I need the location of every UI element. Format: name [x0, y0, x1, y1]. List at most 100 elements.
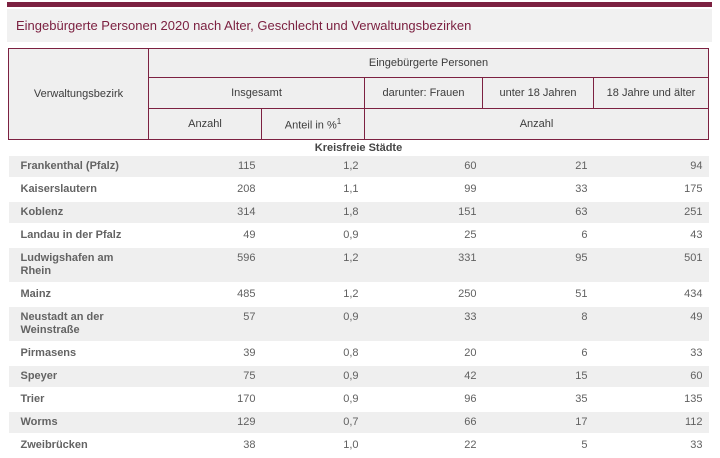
group-header-eingebuergerte-personen: Eingebürgerte Personen: [147, 48, 710, 78]
district-name-cell: Pirmasens: [8, 342, 149, 366]
district-name-cell: Speyer: [8, 365, 149, 389]
cell-insgesamt-anzahl: 208: [148, 178, 262, 202]
district-name: Frankenthal (Pfalz): [20, 160, 119, 172]
cell-unter-18: 5: [482, 434, 594, 458]
table-row: Zweibrücken 38 1,0 22 5 33: [8, 434, 709, 458]
district-name-cell: Trier: [8, 388, 149, 412]
cell-18-und-aelter: 33: [593, 434, 709, 458]
column-header-anzahl-span: Anzahl: [363, 108, 710, 140]
cell-insgesamt-anzahl: 170: [148, 388, 262, 412]
page-title: Eingebürgerte Personen 2020 nach Alter, …: [16, 18, 472, 33]
accent-bar: [7, 2, 712, 7]
table-row: Worms 129 0,7 66 17 112: [8, 411, 709, 435]
column-header-unter-18-jahren: unter 18 Jahren: [482, 77, 594, 109]
cell-insgesamt-anzahl: 596: [148, 247, 262, 284]
cell-18-und-aelter: 112: [593, 411, 709, 435]
district-name: Mainz: [20, 288, 52, 300]
district-name-cell: Koblenz: [8, 201, 149, 225]
district-name: Landau in der Pfalz: [20, 229, 122, 241]
cell-anteil-prozent: 0,9: [261, 365, 365, 389]
cell-darunter-frauen: 99: [364, 178, 483, 202]
table-body: Kreisfreie Städte Frankenthal (Pfalz) 11…: [8, 139, 709, 458]
cell-anteil-prozent: 1,0: [261, 434, 365, 458]
cell-anteil-prozent: 1,2: [261, 283, 365, 307]
cell-unter-18: 6: [482, 342, 594, 366]
cell-unter-18: 35: [482, 388, 594, 412]
cell-unter-18: 33: [482, 178, 594, 202]
district-name-cell: Frankenthal (Pfalz): [8, 156, 149, 179]
cell-darunter-frauen: 42: [364, 365, 483, 389]
cell-darunter-frauen: 66: [364, 411, 483, 435]
cell-18-und-aelter: 251: [593, 201, 709, 225]
cell-darunter-frauen: 60: [364, 156, 483, 179]
section-header-kreisfreie-staedte: Kreisfreie Städte: [8, 139, 709, 156]
footnote-marker: 1: [336, 116, 342, 126]
cell-unter-18: 21: [482, 156, 594, 179]
cell-18-und-aelter: 43: [593, 224, 709, 248]
cell-anteil-prozent: 0,9: [261, 224, 365, 248]
table-header: Verwaltungsbezirk Eingebürgerte Personen…: [8, 48, 710, 140]
cell-insgesamt-anzahl: 49: [148, 224, 262, 248]
cell-darunter-frauen: 33: [364, 306, 483, 343]
cell-anteil-prozent: 1,2: [261, 156, 365, 179]
cell-unter-18: 6: [482, 224, 594, 248]
table-row: Mainz 485 1,2 250 51 434: [8, 283, 709, 307]
district-name-cell: Neustadt an der Weinstraße: [8, 306, 149, 343]
cell-18-und-aelter: 501: [593, 247, 709, 284]
cell-anteil-prozent: 1,2: [261, 247, 365, 284]
table-row: Trier 170 0,9 96 35 135: [8, 388, 709, 412]
cell-unter-18: 15: [482, 365, 594, 389]
table-row: Neustadt an der Weinstraße 57 0,9 33 8 4…: [8, 306, 709, 343]
cell-unter-18: 63: [482, 201, 594, 225]
column-header-insgesamt: Insgesamt: [148, 77, 365, 109]
cell-darunter-frauen: 151: [364, 201, 483, 225]
cell-unter-18: 51: [482, 283, 594, 307]
column-header-anzahl: Anzahl: [148, 108, 262, 140]
district-name-cell: Ludwigshafen am Rhein: [8, 247, 149, 284]
cell-18-und-aelter: 60: [593, 365, 709, 389]
cell-18-und-aelter: 94: [593, 156, 709, 179]
cell-insgesamt-anzahl: 39: [148, 342, 262, 366]
cell-18-und-aelter: 49: [593, 306, 709, 343]
cell-darunter-frauen: 22: [364, 434, 483, 458]
cell-darunter-frauen: 250: [364, 283, 483, 307]
cell-18-und-aelter: 135: [593, 388, 709, 412]
table-row: Speyer 75 0,9 42 15 60: [8, 365, 709, 389]
statistics-table: Verwaltungsbezirk Eingebürgerte Personen…: [8, 48, 710, 458]
cell-anteil-prozent: 0,9: [261, 306, 365, 343]
district-name-cell: Worms: [8, 411, 149, 435]
column-header-darunter-frauen: darunter: Frauen: [364, 77, 483, 109]
district-name: Trier: [20, 393, 45, 405]
cell-insgesamt-anzahl: 75: [148, 365, 262, 389]
title-bar: Eingebürgerte Personen 2020 nach Alter, …: [7, 9, 712, 42]
cell-insgesamt-anzahl: 38: [148, 434, 262, 458]
cell-anteil-prozent: 1,8: [261, 201, 365, 225]
cell-unter-18: 17: [482, 411, 594, 435]
district-name: Koblenz: [20, 206, 64, 218]
cell-anteil-prozent: 1,1: [261, 178, 365, 202]
district-name: Ludwigshafen am Rhein: [20, 252, 114, 277]
cell-darunter-frauen: 331: [364, 247, 483, 284]
column-header-anteil: Anteil in %1: [261, 108, 365, 140]
district-name: Zweibrücken: [20, 439, 88, 451]
district-name-cell: Zweibrücken: [8, 434, 149, 458]
cell-18-und-aelter: 175: [593, 178, 709, 202]
cell-18-und-aelter: 434: [593, 283, 709, 307]
cell-insgesamt-anzahl: 314: [148, 201, 262, 225]
cell-18-und-aelter: 33: [593, 342, 709, 366]
cell-insgesamt-anzahl: 57: [148, 306, 262, 343]
cell-darunter-frauen: 96: [364, 388, 483, 412]
district-name-cell: Landau in der Pfalz: [8, 224, 149, 248]
district-name-cell: Kaiserslautern: [8, 178, 149, 202]
table-row: Pirmasens 39 0,8 20 6 33: [8, 342, 709, 366]
cell-unter-18: 95: [482, 247, 594, 284]
table-row: Frankenthal (Pfalz) 115 1,2 60 21 94: [8, 156, 709, 179]
district-name: Pirmasens: [20, 347, 77, 359]
district-name-cell: Mainz: [8, 283, 149, 307]
column-header-18-jahre-und-aelter: 18 Jahre und älter: [592, 77, 710, 109]
district-name: Kaiserslautern: [20, 183, 97, 195]
table-row: Koblenz 314 1,8 151 63 251: [8, 201, 709, 225]
cell-darunter-frauen: 20: [364, 342, 483, 366]
cell-anteil-prozent: 0,7: [261, 411, 365, 435]
